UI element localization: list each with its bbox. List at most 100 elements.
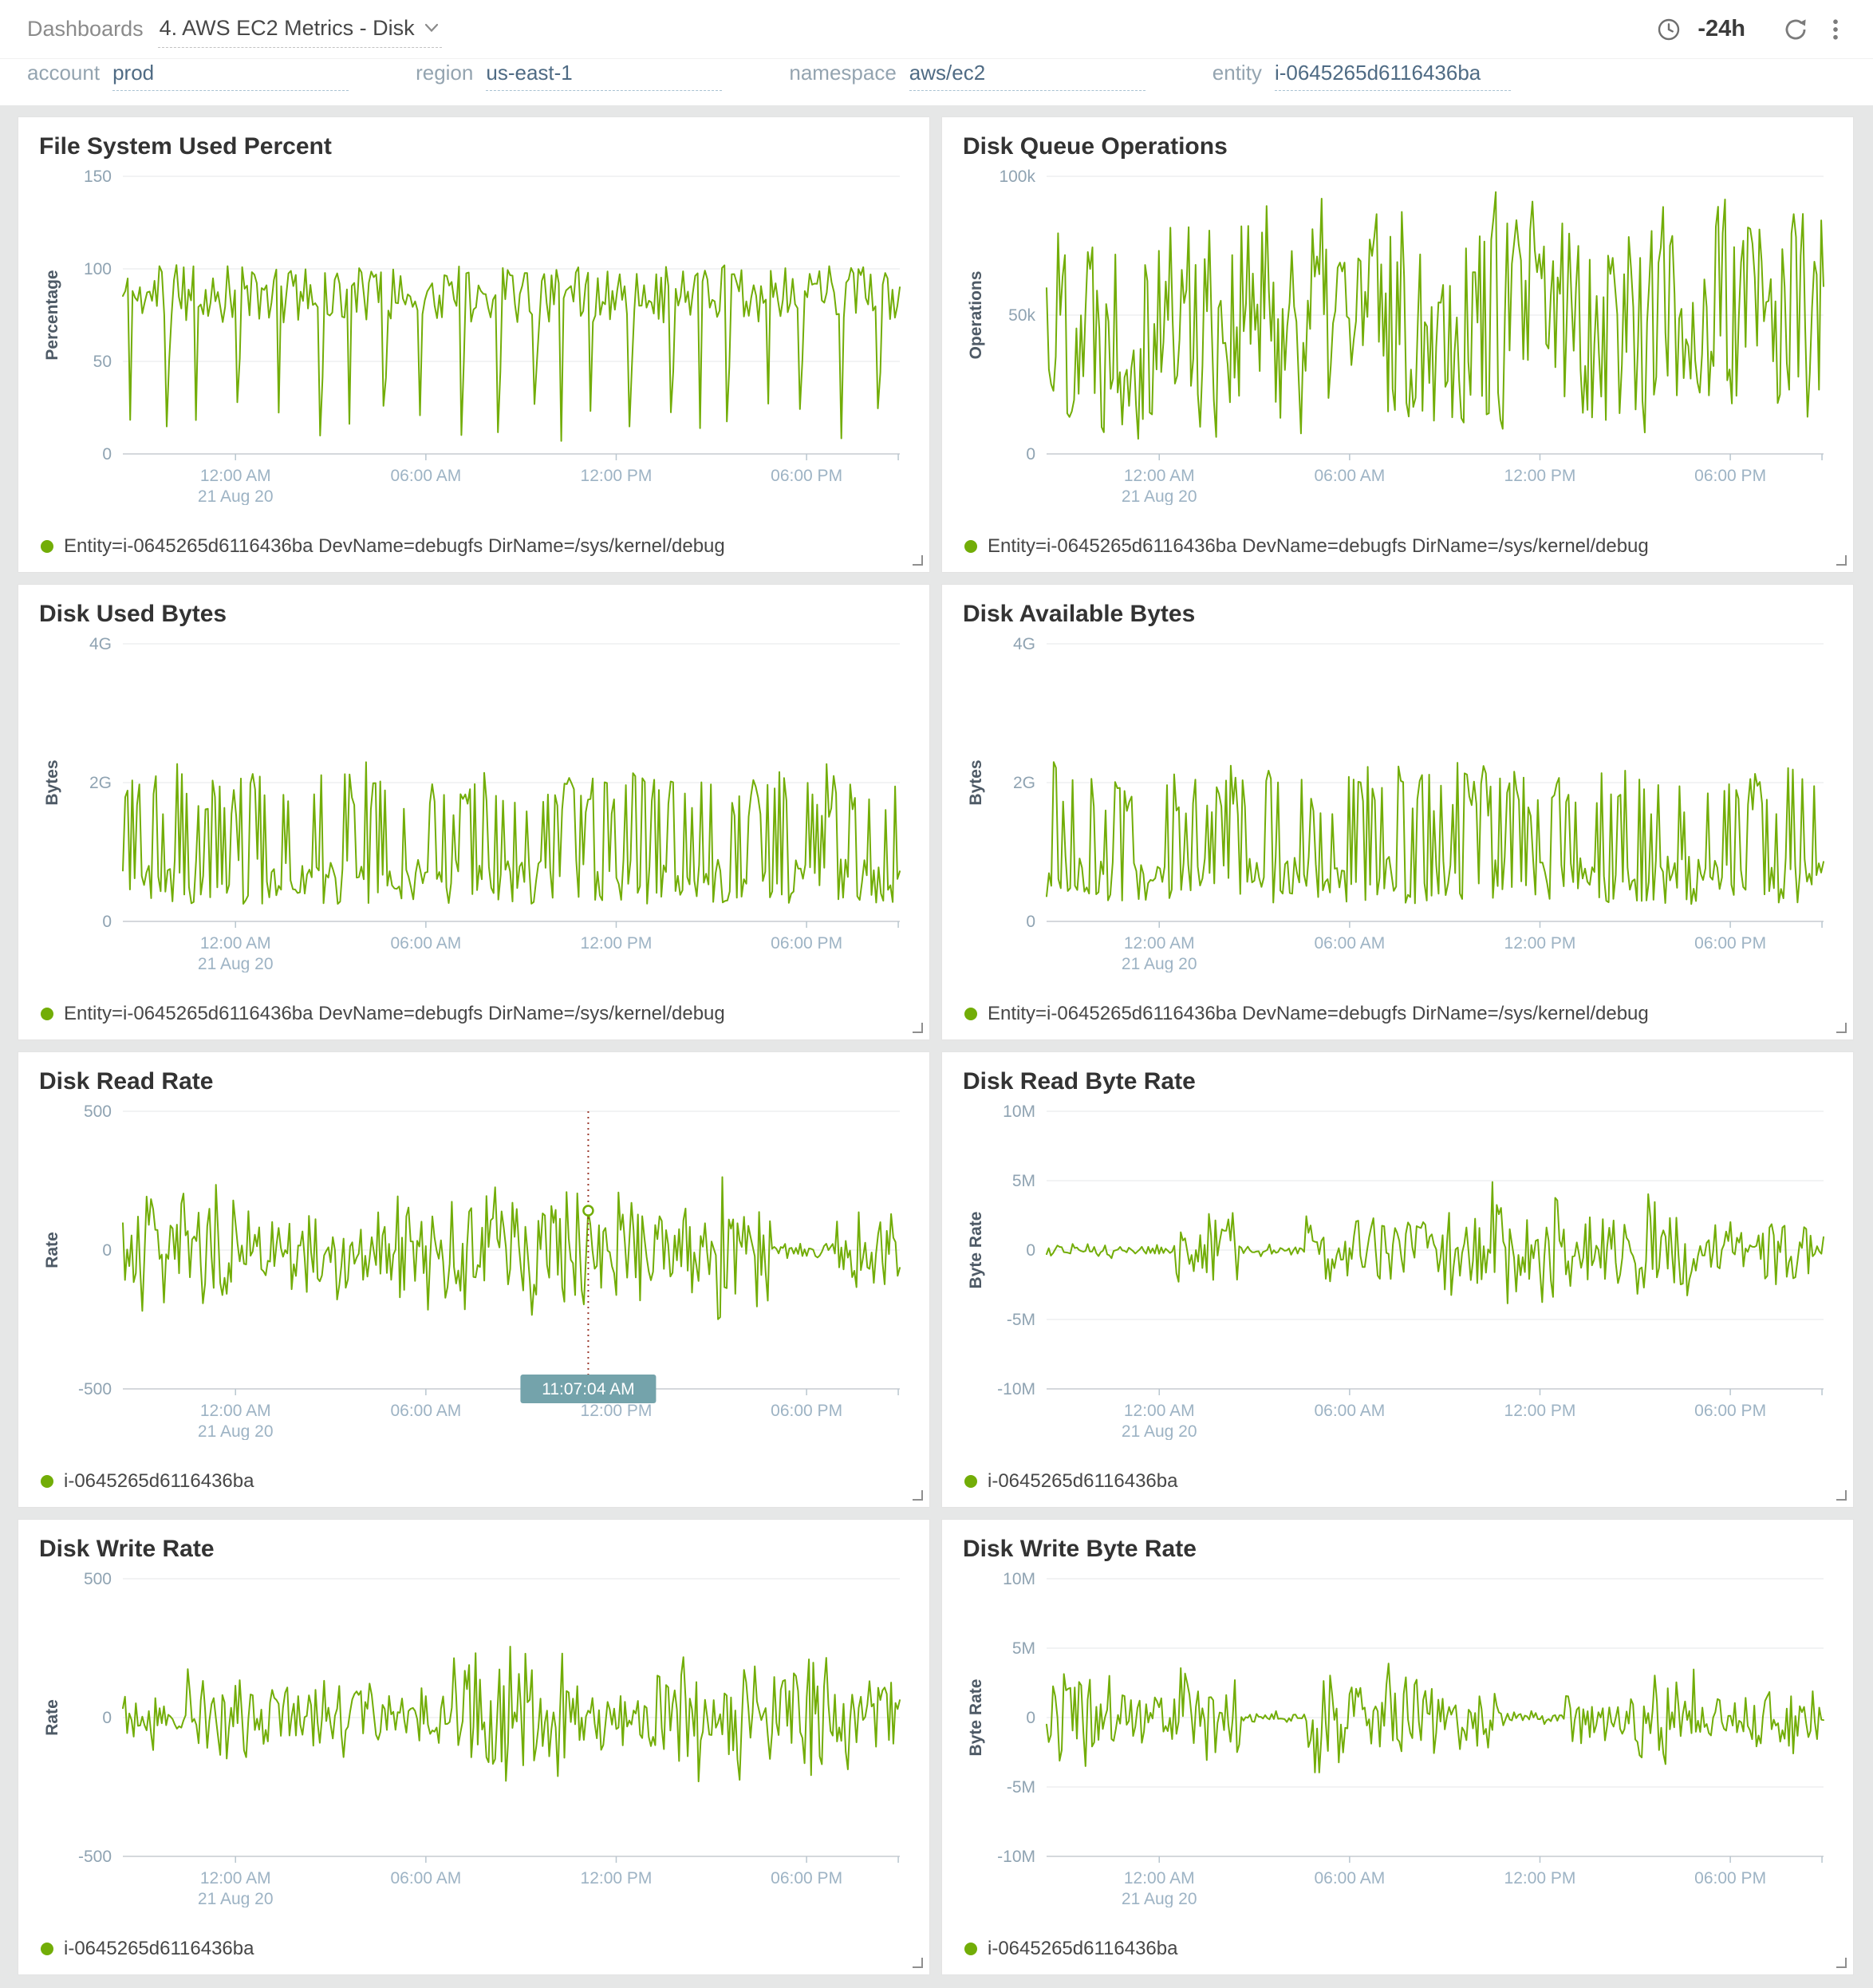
chart-canvas[interactable]: -500 0 500 Rate 12:00 AM 21 Aug 20 06:00 AM 12:…: [18, 1564, 929, 1907]
resize-handle[interactable]: [913, 1958, 923, 1968]
panel-disk-read-byte-rate: Disk Read Byte Rate -10M -5M 0 5M 10M Byte Ra…: [941, 1051, 1854, 1508]
svg-text:06:00 AM: 06:00 AM: [390, 467, 461, 485]
svg-text:11:07:04 AM: 11:07:04 AM: [542, 1380, 634, 1398]
svg-text:12:00 AM: 12:00 AM: [200, 1869, 271, 1887]
svg-text:06:00 PM: 06:00 PM: [1694, 934, 1766, 953]
panel-disk-queue-operations: Disk Queue Operations 0 50k 100k Operations…: [941, 116, 1854, 573]
svg-text:-10M: -10M: [997, 1380, 1035, 1398]
resize-handle[interactable]: [1836, 1490, 1847, 1501]
svg-text:-5M: -5M: [1007, 1311, 1035, 1329]
chart-legend[interactable]: i-0645265d6116436ba: [964, 1470, 1853, 1493]
resize-handle[interactable]: [913, 1023, 923, 1033]
chart-legend[interactable]: Entity=i-0645265d6116436ba DevName=debug…: [41, 1003, 929, 1025]
svg-text:06:00 AM: 06:00 AM: [390, 934, 461, 953]
resize-handle[interactable]: [913, 1490, 923, 1501]
chart-canvas[interactable]: 0 50 100 150 Percentage 12:00 AM 21 Aug 20 06:0…: [18, 162, 929, 505]
svg-text:10M: 10M: [1003, 1570, 1035, 1588]
svg-text:06:00 PM: 06:00 PM: [771, 1869, 842, 1887]
legend-series-swatch: [41, 540, 53, 553]
svg-text:0: 0: [1026, 445, 1035, 463]
svg-text:2G: 2G: [89, 774, 112, 792]
resize-handle[interactable]: [1836, 1023, 1847, 1033]
chart-legend[interactable]: i-0645265d6116436ba: [964, 1938, 1853, 1960]
svg-text:21 Aug 20: 21 Aug 20: [1122, 955, 1197, 972]
svg-text:21 Aug 20: 21 Aug 20: [198, 487, 274, 505]
clock-history-icon[interactable]: [1656, 17, 1682, 42]
svg-text:12:00 AM: 12:00 AM: [200, 1402, 271, 1420]
chart-canvas[interactable]: 0 50k 100k Operations 12:00 AM 21 Aug 20 06:00…: [942, 162, 1853, 505]
chart-canvas[interactable]: -500 0 500 Rate 12:00 AM 21 Aug 20 06:00 AM 12:…: [18, 1097, 929, 1440]
legend-series-swatch: [964, 540, 977, 553]
chart-legend[interactable]: i-0645265d6116436ba: [41, 1470, 929, 1493]
svg-text:0: 0: [102, 1709, 112, 1727]
chart-legend[interactable]: Entity=i-0645265d6116436ba DevName=debug…: [964, 1003, 1853, 1025]
chart-canvas[interactable]: -10M -5M 0 5M 10M Byte Rate 12:00 AM 21 Aug 20 0…: [942, 1564, 1853, 1907]
dashboard-title-dropdown[interactable]: 4. AWS EC2 Metrics - Disk: [157, 11, 442, 48]
svg-text:500: 500: [84, 1102, 112, 1121]
svg-text:0: 0: [1026, 913, 1035, 931]
chart-canvas[interactable]: -10M -5M 0 5M 10M Byte Rate 12:00 AM 21 Aug 20 0…: [942, 1097, 1853, 1440]
svg-text:Byte Rate: Byte Rate: [967, 1212, 985, 1289]
svg-text:21 Aug 20: 21 Aug 20: [1122, 1422, 1197, 1440]
svg-text:06:00 AM: 06:00 AM: [390, 1869, 461, 1887]
chart-canvas[interactable]: 0 2G 4G Bytes 12:00 AM 21 Aug 20 06:00 AM 12:00…: [942, 629, 1853, 972]
filter-region-value[interactable]: us-east-1: [486, 61, 723, 91]
time-range-value[interactable]: -24h: [1698, 16, 1745, 41]
chart-canvas[interactable]: 0 2G 4G Bytes 12:00 AM 21 Aug 20 06:00 AM 12:00…: [18, 629, 929, 972]
breadcrumb-dashboards[interactable]: Dashboards: [27, 17, 144, 41]
svg-text:100k: 100k: [999, 168, 1035, 186]
svg-text:12:00 AM: 12:00 AM: [1124, 1402, 1195, 1420]
chart-legend[interactable]: i-0645265d6116436ba: [41, 1938, 929, 1960]
chart-legend[interactable]: Entity=i-0645265d6116436ba DevName=debug…: [41, 535, 929, 558]
svg-text:12:00 PM: 12:00 PM: [1504, 1402, 1576, 1420]
svg-text:21 Aug 20: 21 Aug 20: [198, 1422, 274, 1440]
svg-text:12:00 AM: 12:00 AM: [1124, 467, 1195, 485]
legend-series-label: Entity=i-0645265d6116436ba DevName=debug…: [988, 1003, 1649, 1024]
svg-text:06:00 PM: 06:00 PM: [1694, 1869, 1766, 1887]
filter-bar: account prod region us-east-1 namespace …: [0, 59, 1873, 105]
svg-text:0: 0: [102, 445, 112, 463]
refresh-icon[interactable]: [1782, 16, 1809, 43]
svg-text:06:00 PM: 06:00 PM: [771, 467, 842, 485]
filter-account-value[interactable]: prod: [112, 61, 349, 91]
svg-text:21 Aug 20: 21 Aug 20: [1122, 1890, 1197, 1907]
svg-text:-500: -500: [78, 1848, 112, 1866]
svg-text:4G: 4G: [89, 635, 112, 653]
resize-handle[interactable]: [1836, 555, 1847, 566]
svg-text:100: 100: [84, 260, 112, 278]
svg-text:Operations: Operations: [967, 271, 985, 360]
filter-entity-label: entity: [1212, 61, 1262, 85]
legend-series-label: Entity=i-0645265d6116436ba DevName=debug…: [64, 535, 725, 557]
resize-handle[interactable]: [1836, 1958, 1847, 1968]
kebab-menu-icon[interactable]: [1825, 16, 1846, 43]
legend-series-swatch: [41, 1008, 53, 1020]
legend-series-label: i-0645265d6116436ba: [988, 1938, 1178, 1959]
legend-series-swatch: [964, 1475, 977, 1488]
chart-title: File System Used Percent: [39, 133, 332, 160]
svg-text:12:00 PM: 12:00 PM: [1504, 467, 1576, 485]
chart-title: Disk Used Bytes: [39, 601, 227, 627]
panel-disk-used-bytes: Disk Used Bytes 0 2G 4G Bytes 12:00 AM 21 Aug…: [18, 584, 930, 1040]
svg-text:21 Aug 20: 21 Aug 20: [198, 955, 274, 972]
legend-series-label: Entity=i-0645265d6116436ba DevName=debug…: [64, 1003, 725, 1024]
svg-text:50k: 50k: [1008, 306, 1035, 325]
svg-text:0: 0: [102, 1241, 112, 1260]
legend-series-label: Entity=i-0645265d6116436ba DevName=debug…: [988, 535, 1649, 557]
chart-title: Disk Write Byte Rate: [963, 1536, 1197, 1562]
svg-text:06:00 PM: 06:00 PM: [771, 1402, 842, 1420]
svg-text:06:00 AM: 06:00 AM: [390, 1402, 461, 1420]
svg-text:12:00 AM: 12:00 AM: [1124, 1869, 1195, 1887]
filter-namespace-value[interactable]: aws/ec2: [909, 61, 1145, 91]
filter-entity-value[interactable]: i-0645265d6116436ba: [1274, 61, 1511, 91]
dashboard-title: 4. AWS EC2 Metrics - Disk: [159, 15, 415, 40]
svg-text:12:00 PM: 12:00 PM: [1504, 1869, 1576, 1887]
chart-legend[interactable]: Entity=i-0645265d6116436ba DevName=debug…: [964, 535, 1853, 558]
svg-text:06:00 PM: 06:00 PM: [1694, 1402, 1766, 1420]
svg-text:06:00 AM: 06:00 AM: [1314, 1402, 1385, 1420]
svg-text:12:00 PM: 12:00 PM: [581, 1869, 653, 1887]
panel-disk-write-rate: Disk Write Rate -500 0 500 Rate 12:00 AM 21 A…: [18, 1519, 930, 1975]
svg-text:-10M: -10M: [997, 1848, 1035, 1866]
svg-text:06:00 PM: 06:00 PM: [1694, 467, 1766, 485]
resize-handle[interactable]: [913, 555, 923, 566]
svg-text:5M: 5M: [1012, 1639, 1035, 1658]
